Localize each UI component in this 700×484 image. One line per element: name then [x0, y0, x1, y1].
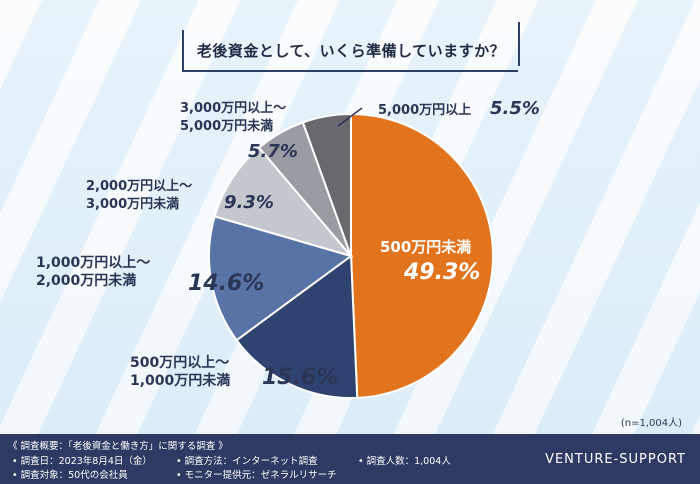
slice-pct-5: 5.5% — [490, 98, 540, 119]
slice-label-1: 500万円以上〜 1,000万円未満 — [130, 355, 231, 389]
slice-pct-2: 14.6% — [188, 271, 265, 296]
survey-provider: • モニター提供元：ゼネラルリサーチ — [176, 470, 337, 481]
slice-label-0: 500万円未満 — [380, 238, 472, 256]
brand-logo-text: VENTURE-SUPPORT — [545, 452, 686, 467]
slice-label-4: 3,000万円以上〜 5,000万円未満 — [180, 101, 287, 134]
chart-title: 老後資金として、いくら準備していますか？ — [196, 41, 506, 60]
pie-slice-2 — [208, 215, 354, 342]
slice-label-3: 2,000万円以上〜 3,000万円未満 — [86, 179, 193, 212]
survey-footer: 《 調査概要：「老後資金と働き方」に関する調査 》 • 調査日：2023年8月4… — [0, 434, 700, 484]
survey-date: • 調査日：2023年8月4日（金） — [12, 456, 152, 467]
survey-method: • 調査方法：インターネット調査 — [176, 456, 318, 467]
chart-title-box: 老後資金として、いくら準備していますか？ — [182, 22, 520, 72]
pie-chart — [208, 107, 494, 399]
leader-line — [337, 107, 363, 127]
slice-label-5: 5,000万円以上 — [378, 103, 472, 118]
survey-count: • 調査人数：1,004人 — [358, 456, 451, 467]
slice-label-2: 1,000万円以上〜 2,000万円未満 — [36, 255, 151, 289]
pie-slice-3 — [213, 146, 354, 258]
sample-size-note: (n=1,004人) — [620, 418, 682, 429]
slice-pct-0: 49.3% — [404, 260, 481, 285]
slice-pct-1: 15.6% — [262, 365, 339, 390]
pie-slice-1 — [235, 254, 359, 399]
slice-pct-3: 9.3% — [224, 192, 274, 213]
survey-target: • 調査対象：50代の会社員 — [12, 470, 128, 481]
slice-pct-4: 5.7% — [248, 141, 298, 162]
pie-slice-5 — [301, 112, 352, 257]
pie-slice-0 — [350, 112, 494, 399]
survey-title: 《 調査概要：「老後資金と働き方」に関する調査 》 — [8, 441, 228, 452]
